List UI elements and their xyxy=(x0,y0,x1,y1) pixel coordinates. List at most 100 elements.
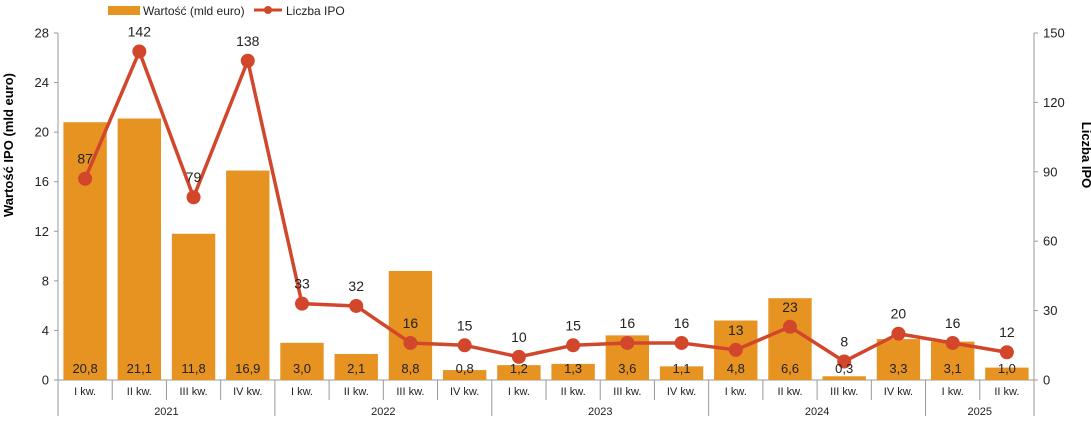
ipo-count-marker xyxy=(837,354,852,369)
value-bar xyxy=(442,370,487,380)
line-data-label: 87 xyxy=(77,151,93,167)
bar-data-label: 3,1 xyxy=(944,361,962,376)
right-axis-title: Liczba IPO xyxy=(1079,122,1091,188)
right-tick-label: 120 xyxy=(1043,95,1065,110)
x-tick-label: III kw. xyxy=(396,386,424,398)
line-data-label: 15 xyxy=(457,317,473,333)
bar-data-label: 21,1 xyxy=(127,361,152,376)
x-tick-label: II kw. xyxy=(994,386,1019,398)
ipo-count-marker xyxy=(511,349,526,364)
line-data-label: 16 xyxy=(403,315,419,331)
line-data-label: 16 xyxy=(674,315,690,331)
chart-legend: Wartość (mld euro) Liczba IPO xyxy=(108,4,345,18)
year-group-label: 2022 xyxy=(371,406,395,418)
bar-data-label: 8,8 xyxy=(401,361,419,376)
left-tick-label: 20 xyxy=(35,125,49,140)
value-bar xyxy=(497,365,541,380)
ipo-count-marker xyxy=(566,338,581,353)
x-tick-label: IV kw. xyxy=(233,386,262,398)
x-tick-label: III kw. xyxy=(830,386,858,398)
year-group-label: 2021 xyxy=(154,406,178,418)
x-tick-label: I kw. xyxy=(725,386,747,398)
line-data-label: 10 xyxy=(511,329,527,345)
left-tick-label: 16 xyxy=(35,174,49,189)
line-data-label: 20 xyxy=(891,306,907,322)
x-tick-label: I kw. xyxy=(291,386,313,398)
x-tick-label: I kw. xyxy=(508,386,530,398)
legend-swatch-marker xyxy=(264,6,272,14)
value-bar xyxy=(280,342,324,380)
bar-data-label: 1,1 xyxy=(673,361,691,376)
bar-data-label: 3,3 xyxy=(889,361,907,376)
x-tick-label: IV kw. xyxy=(450,386,479,398)
year-group-label: 2025 xyxy=(968,406,992,418)
bar-data-label: 4,8 xyxy=(727,361,745,376)
ipo-count-marker xyxy=(457,338,472,353)
left-tick-label: 24 xyxy=(35,75,49,90)
value-bar xyxy=(63,122,107,380)
ipo-count-marker xyxy=(674,335,689,350)
ipo-count-marker xyxy=(349,298,364,313)
bar-data-label: 0,8 xyxy=(456,361,474,376)
right-tick-label: 60 xyxy=(1043,234,1057,249)
x-tick-label: III kw. xyxy=(179,386,207,398)
ipo-count-marker xyxy=(728,342,743,357)
line-data-label: 16 xyxy=(620,315,636,331)
ipo-count-line xyxy=(83,49,1008,364)
value-bar xyxy=(985,367,1029,380)
value-bar xyxy=(876,339,921,380)
x-tick-label: IV kw. xyxy=(884,386,913,398)
line-data-label: 138 xyxy=(236,33,260,49)
line-data-label: 33 xyxy=(294,276,310,292)
value-bar xyxy=(659,366,704,380)
ipo-count-marker xyxy=(891,326,906,341)
value-bar xyxy=(226,170,270,380)
year-group-label: 2023 xyxy=(588,406,612,418)
ipo-count-marker xyxy=(295,296,309,311)
left-tick-label: 12 xyxy=(35,224,49,239)
value-bar xyxy=(117,118,162,380)
ipo-count-marker xyxy=(999,345,1014,360)
right-tick-label: 0 xyxy=(1043,373,1050,388)
left-tick-label: 4 xyxy=(42,323,49,338)
ipo-count-marker xyxy=(783,319,797,334)
bar-data-label: 0,3 xyxy=(835,361,853,376)
x-tick-label: III kw. xyxy=(613,386,641,398)
line-data-label: 16 xyxy=(945,315,961,331)
bar-data-label: 3,6 xyxy=(618,361,636,376)
line-data-label: 79 xyxy=(186,169,202,185)
x-tick-label: IV kw. xyxy=(667,386,696,398)
value-bar xyxy=(388,270,433,380)
ipo-count-marker xyxy=(403,335,418,350)
bar-data-label: 2,1 xyxy=(347,361,365,376)
right-tick-label: 150 xyxy=(1043,26,1065,41)
x-tick-label: II kw. xyxy=(344,386,369,398)
x-tick-label: II kw. xyxy=(127,386,152,398)
ipo-count-marker xyxy=(132,44,147,59)
line-data-label: 15 xyxy=(565,317,581,333)
bar-data-label: 1,0 xyxy=(998,361,1016,376)
legend-label-bars: Wartość (mld euro) xyxy=(143,4,245,18)
right-tick-label: 30 xyxy=(1043,303,1057,318)
bar-data-label: 16,9 xyxy=(235,361,260,376)
bar-data-label: 3,0 xyxy=(293,361,311,376)
value-bar xyxy=(334,353,378,380)
year-group-label: 2024 xyxy=(805,406,829,418)
x-tick-label: II kw. xyxy=(777,386,802,398)
bar-data-label: 1,3 xyxy=(564,361,582,376)
legend-swatch-bars xyxy=(108,6,140,15)
ipo-count-marker xyxy=(945,335,960,350)
x-tick-label: I kw. xyxy=(74,386,96,398)
line-data-label: 23 xyxy=(782,299,798,315)
bar-data-label: 1,2 xyxy=(510,361,528,376)
ipo-count-marker xyxy=(240,53,255,68)
x-tick-label: II kw. xyxy=(561,386,586,398)
value-bar xyxy=(768,298,812,380)
bar-data-label: 20,8 xyxy=(72,361,97,376)
bar-data-label: 11,8 xyxy=(181,361,205,376)
line-data-label: 32 xyxy=(348,278,364,294)
legend-label-line: Liczba IPO xyxy=(286,4,345,18)
right-tick-label: 90 xyxy=(1043,164,1057,179)
ipo-count-marker xyxy=(186,190,201,205)
